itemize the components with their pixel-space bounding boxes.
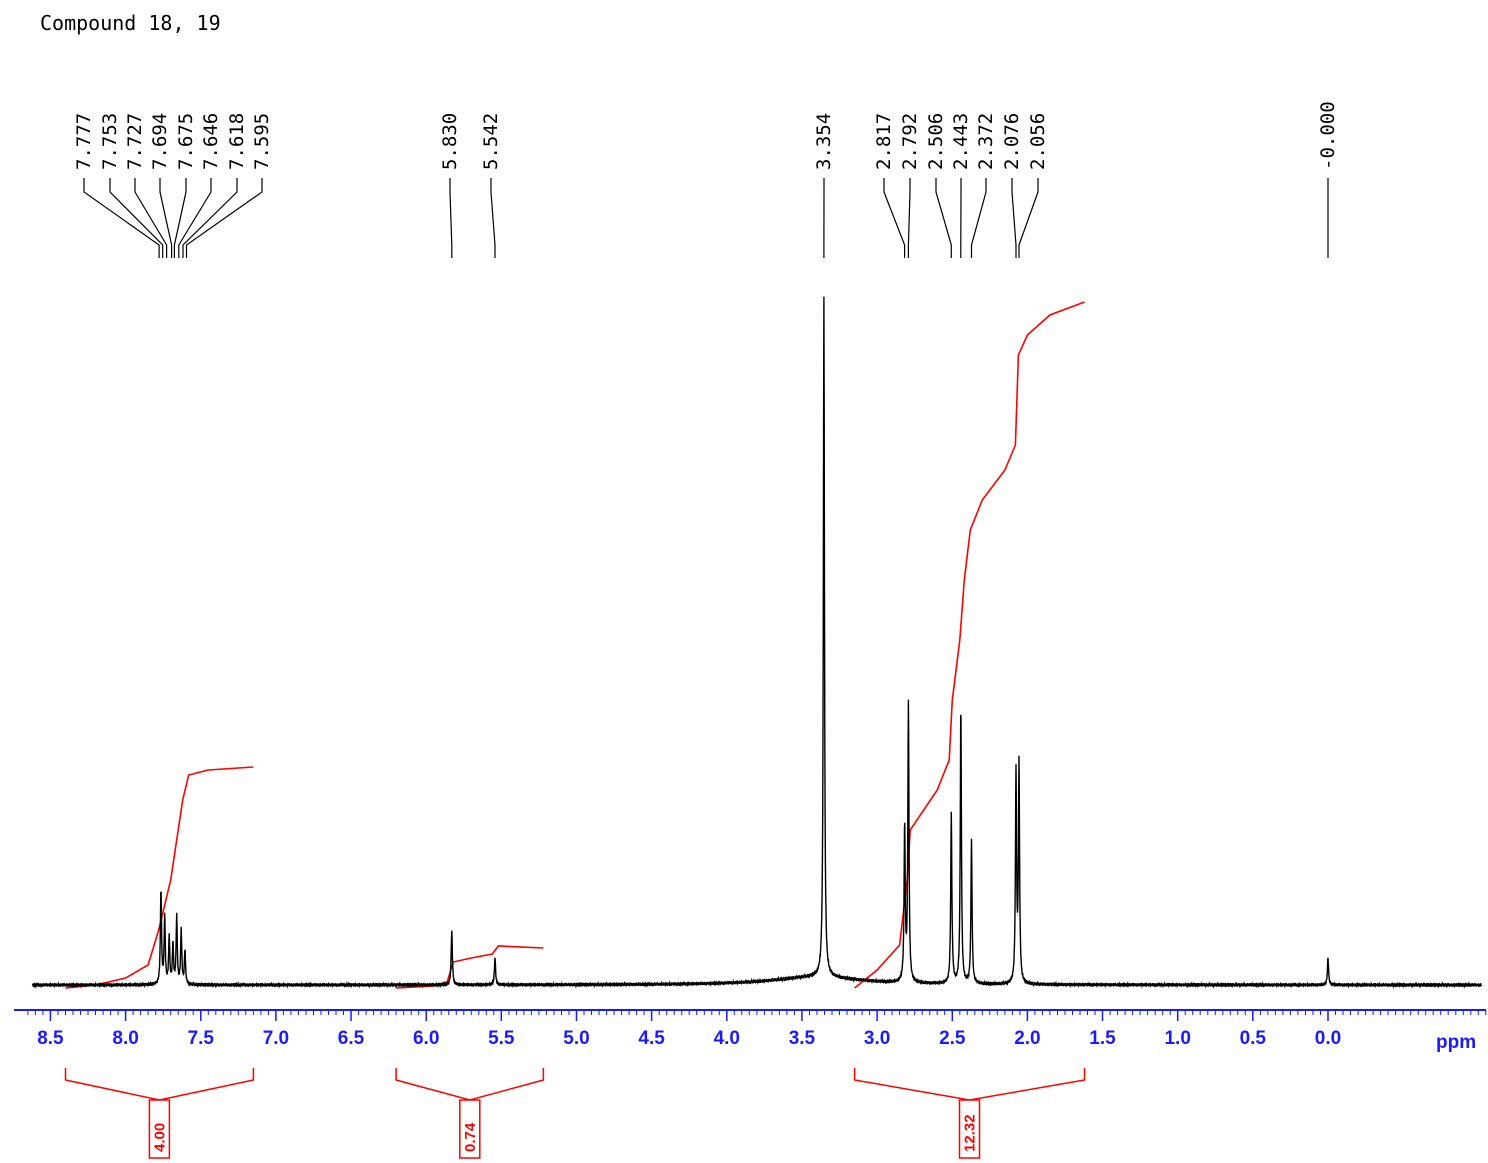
integral-value: 12.32 xyxy=(962,1114,979,1152)
x-axis: 8.5 8.0 7.5 7.0 6.5 6.0 5.5 5.0 4.5 4.0 3.5 3.0 2.5 2… xyxy=(14,1009,1487,1053)
integral-value-box xyxy=(958,1099,981,1159)
tick-label: 0.5 xyxy=(1240,1028,1267,1049)
peak-label: 2.372 xyxy=(975,113,997,170)
tick-label: 6.0 xyxy=(413,1028,439,1049)
peak-connector xyxy=(182,178,238,258)
peak-connector xyxy=(970,178,987,258)
peak-label: 2.506 xyxy=(925,113,947,170)
peak-connector xyxy=(490,178,496,258)
major-ticks: 8.5 8.0 7.5 7.0 6.5 6.0 5.5 5.0 4.5 4.0 3.5 3.0 2.5 2… xyxy=(37,1010,1341,1049)
tick-label: 7.5 xyxy=(188,1028,215,1049)
tick-label: 5.5 xyxy=(488,1028,515,1049)
tick-label: 5.0 xyxy=(563,1028,589,1049)
tick-label: 8.0 xyxy=(112,1028,138,1049)
peak-label: 2.056 xyxy=(1027,113,1049,170)
integral-value-box xyxy=(459,1099,481,1159)
integral-curve xyxy=(854,301,1085,989)
peak-label: 3.354 xyxy=(813,113,835,170)
peak-label: 7.727 xyxy=(124,113,146,170)
peak-label: 2.792 xyxy=(899,113,921,170)
peak-connector xyxy=(449,178,453,258)
integral-bracket xyxy=(64,1068,255,1101)
peak-label: 7.694 xyxy=(149,113,171,170)
peak-connector xyxy=(907,178,911,258)
tick-label: 6.5 xyxy=(338,1028,365,1049)
integral-curves xyxy=(65,301,1085,989)
peak-label: 7.595 xyxy=(251,113,273,170)
peak-label: 7.777 xyxy=(73,113,95,170)
tick-label: 2.0 xyxy=(1014,1028,1040,1049)
peak-label: -0.000 xyxy=(1317,101,1339,170)
tick-label: 0.0 xyxy=(1315,1028,1341,1049)
peak-connector xyxy=(935,178,952,258)
peak-label: 7.753 xyxy=(99,113,121,170)
peak-label: 7.618 xyxy=(226,113,248,170)
peak-label: 7.675 xyxy=(175,113,197,170)
peak-connector xyxy=(109,178,164,258)
integral-bracket xyxy=(853,1068,1086,1101)
integral-bracket xyxy=(395,1068,545,1101)
chart-title: Compound 18, 19 xyxy=(40,11,221,35)
peak-label: 5.542 xyxy=(480,113,502,170)
integral-value: 0.74 xyxy=(462,1122,479,1152)
peak-connector xyxy=(185,178,263,258)
peak-label: 2.076 xyxy=(1001,113,1023,170)
peak-connector xyxy=(134,178,168,258)
peak-connector xyxy=(178,178,212,258)
peak-connector xyxy=(1018,178,1039,258)
tick-label: 8.5 xyxy=(37,1028,64,1049)
peak-label: 7.646 xyxy=(200,113,222,170)
peak-label: 2.443 xyxy=(950,113,972,170)
peak-connector xyxy=(1011,178,1017,258)
peak-label: 2.817 xyxy=(873,113,895,170)
x-axis-label: ppm xyxy=(1436,1032,1476,1053)
tick-label: 7.0 xyxy=(263,1028,289,1049)
integral-curve xyxy=(65,766,254,989)
tick-label: 1.5 xyxy=(1089,1028,1116,1049)
peak-connector xyxy=(159,178,173,258)
tick-label: 4.5 xyxy=(638,1028,665,1049)
integral-brackets: 4.00 0.74 12.32 xyxy=(64,1068,1086,1159)
peak-label: 5.830 xyxy=(439,113,461,170)
tick-label: 1.0 xyxy=(1164,1028,1190,1049)
tick-label: 2.5 xyxy=(939,1028,966,1049)
tick-label: 4.0 xyxy=(714,1028,740,1049)
peak-labels: 7.777 7.753 7.727 7.694 7.675 7.646 7.618 7.595… xyxy=(73,101,1339,258)
tick-label: 3.0 xyxy=(864,1028,890,1049)
tick-label: 3.5 xyxy=(789,1028,816,1049)
peak-connector xyxy=(83,178,160,258)
peak-connector xyxy=(173,178,187,258)
integral-value-box xyxy=(148,1099,171,1159)
spectrum-line xyxy=(31,296,1482,990)
integral-value: 4.00 xyxy=(151,1123,168,1152)
peak-connector xyxy=(883,178,906,258)
